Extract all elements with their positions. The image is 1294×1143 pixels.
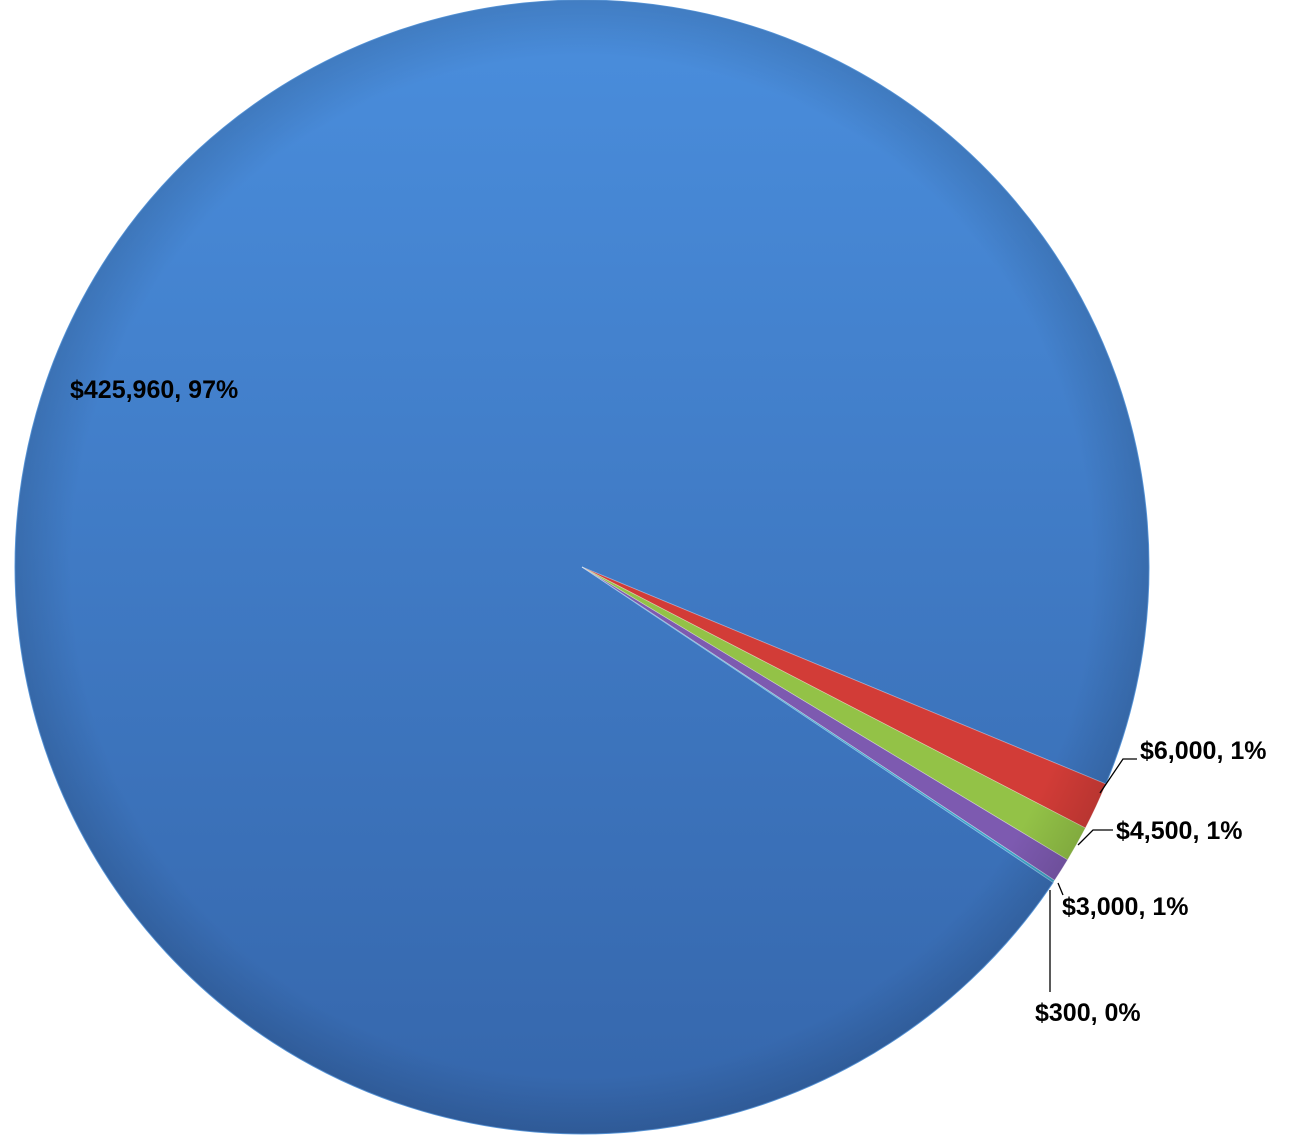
pie-slices <box>14 0 1150 1135</box>
data-label-slice-2: $6,000, 1% <box>1140 737 1267 765</box>
data-label-slice-4: $3,000, 1% <box>1062 893 1189 921</box>
leader-line-slice-4 <box>1057 882 1064 896</box>
data-label-slice-3: $4,500, 1% <box>1116 817 1243 845</box>
data-labels: $425,960, 97% $6,000, 1% $4,500, 1% $3,0… <box>70 376 1267 1027</box>
leader-line-slice-2 <box>1099 758 1137 794</box>
data-label-slice-5: $300, 0% <box>1035 999 1141 1027</box>
leader-line-slice-3 <box>1077 829 1113 846</box>
data-label-slice-1: $425,960, 97% <box>70 376 238 404</box>
